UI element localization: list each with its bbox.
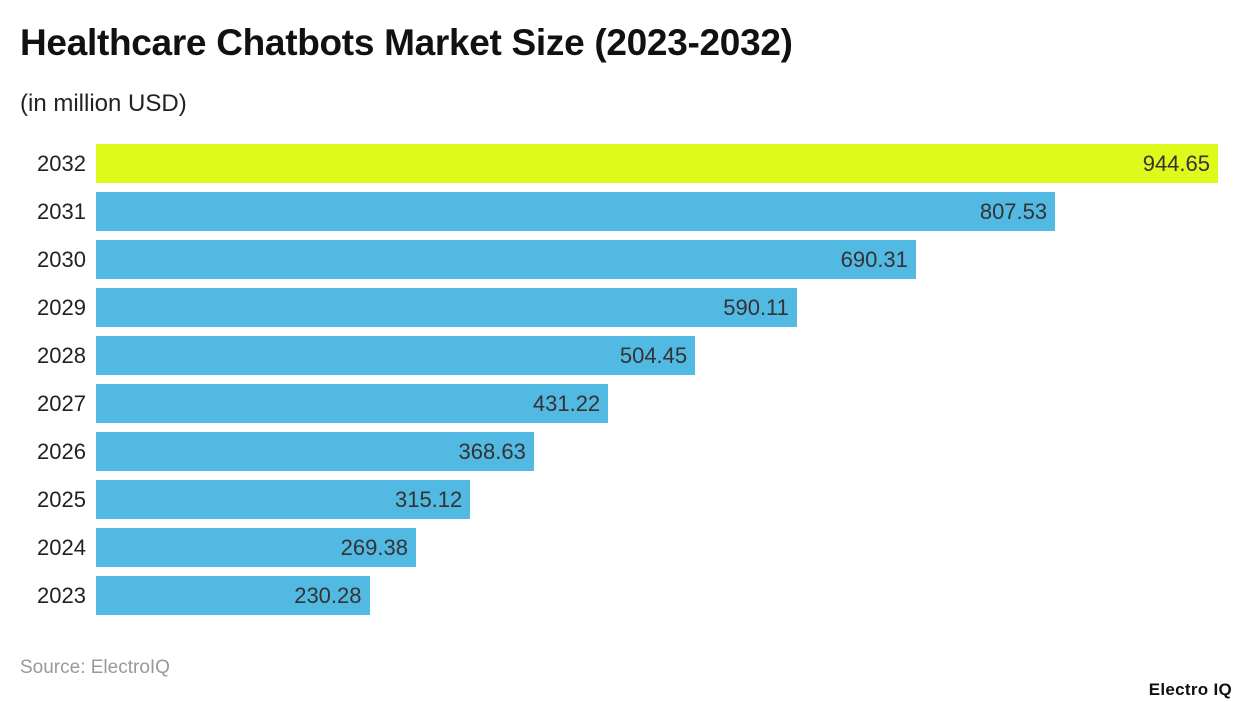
electroiq-logo: Electro IQ: [1148, 680, 1232, 699]
value-label: 944.65: [1142, 151, 1210, 176]
value-label: 368.63: [458, 439, 526, 464]
value-label: 504.45: [619, 343, 688, 368]
category-label: 2029: [37, 295, 86, 320]
bar-2031: [96, 192, 1056, 231]
category-label: 2032: [37, 151, 86, 176]
value-label: 230.28: [294, 583, 362, 608]
bar-2032: [96, 144, 1218, 183]
category-label: 2023: [37, 583, 86, 608]
bar-2026: [96, 432, 534, 471]
bar-2024: [96, 528, 416, 567]
category-label: 2030: [37, 247, 86, 272]
bar-2023: [96, 576, 370, 615]
source-note: Source: ElectroIQ: [20, 657, 170, 678]
bar-2025: [96, 480, 471, 519]
chart-title: Healthcare Chatbots Market Size (2023-20…: [20, 22, 793, 63]
bar-2027: [96, 384, 609, 423]
category-label: 2031: [37, 199, 86, 224]
value-label: 690.31: [840, 247, 908, 272]
category-label: 2025: [37, 487, 86, 512]
category-label: 2027: [37, 391, 86, 416]
category-label: 2026: [37, 439, 86, 464]
value-label: 590.11: [723, 295, 789, 320]
value-label: 269.38: [340, 535, 408, 560]
bar-2028: [96, 336, 696, 375]
value-label: 807.53: [979, 199, 1048, 224]
category-label: 2028: [37, 343, 86, 368]
bar-2030: [96, 240, 916, 279]
category-label: 2024: [37, 535, 86, 560]
value-label: 431.22: [532, 391, 601, 416]
bar-2029: [96, 288, 797, 327]
chart-subtitle: (in million USD): [20, 90, 187, 117]
value-label: 315.12: [394, 487, 463, 512]
